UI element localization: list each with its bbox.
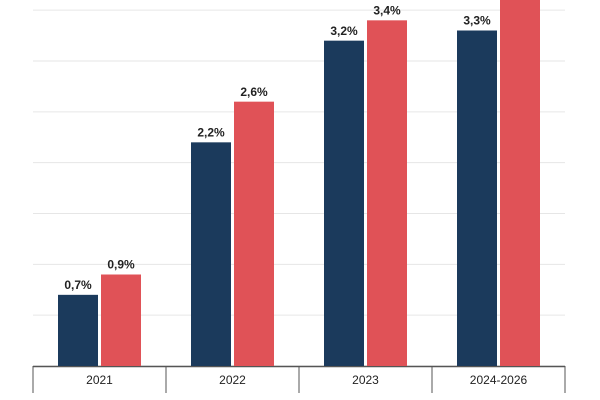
x-tick-label: 2022 bbox=[219, 373, 246, 387]
bar bbox=[457, 30, 497, 366]
bar bbox=[191, 142, 231, 366]
bar bbox=[324, 40, 364, 367]
bar bbox=[500, 0, 540, 366]
bar bbox=[367, 20, 407, 366]
x-tick-label: 2024-2026 bbox=[470, 373, 528, 387]
value-label: 3,3% bbox=[463, 14, 491, 28]
value-label: 3,2% bbox=[330, 24, 358, 38]
x-tick-label: 2021 bbox=[86, 373, 113, 387]
bar bbox=[234, 101, 274, 367]
value-label: 3,4% bbox=[373, 4, 401, 18]
labels: 2021 0,7% 0,9% 2022 2,2% 2,6% 2023 3,2% 3,4% 2024… bbox=[64, 4, 527, 388]
bars bbox=[58, 0, 540, 367]
bar bbox=[101, 274, 141, 366]
value-label: 2,6% bbox=[240, 85, 268, 99]
value-label: 2,2% bbox=[197, 126, 225, 140]
bar bbox=[58, 294, 98, 366]
x-tick-label: 2023 bbox=[352, 373, 379, 387]
value-label: 0,9% bbox=[107, 258, 135, 272]
value-label: 0,7% bbox=[64, 278, 92, 292]
